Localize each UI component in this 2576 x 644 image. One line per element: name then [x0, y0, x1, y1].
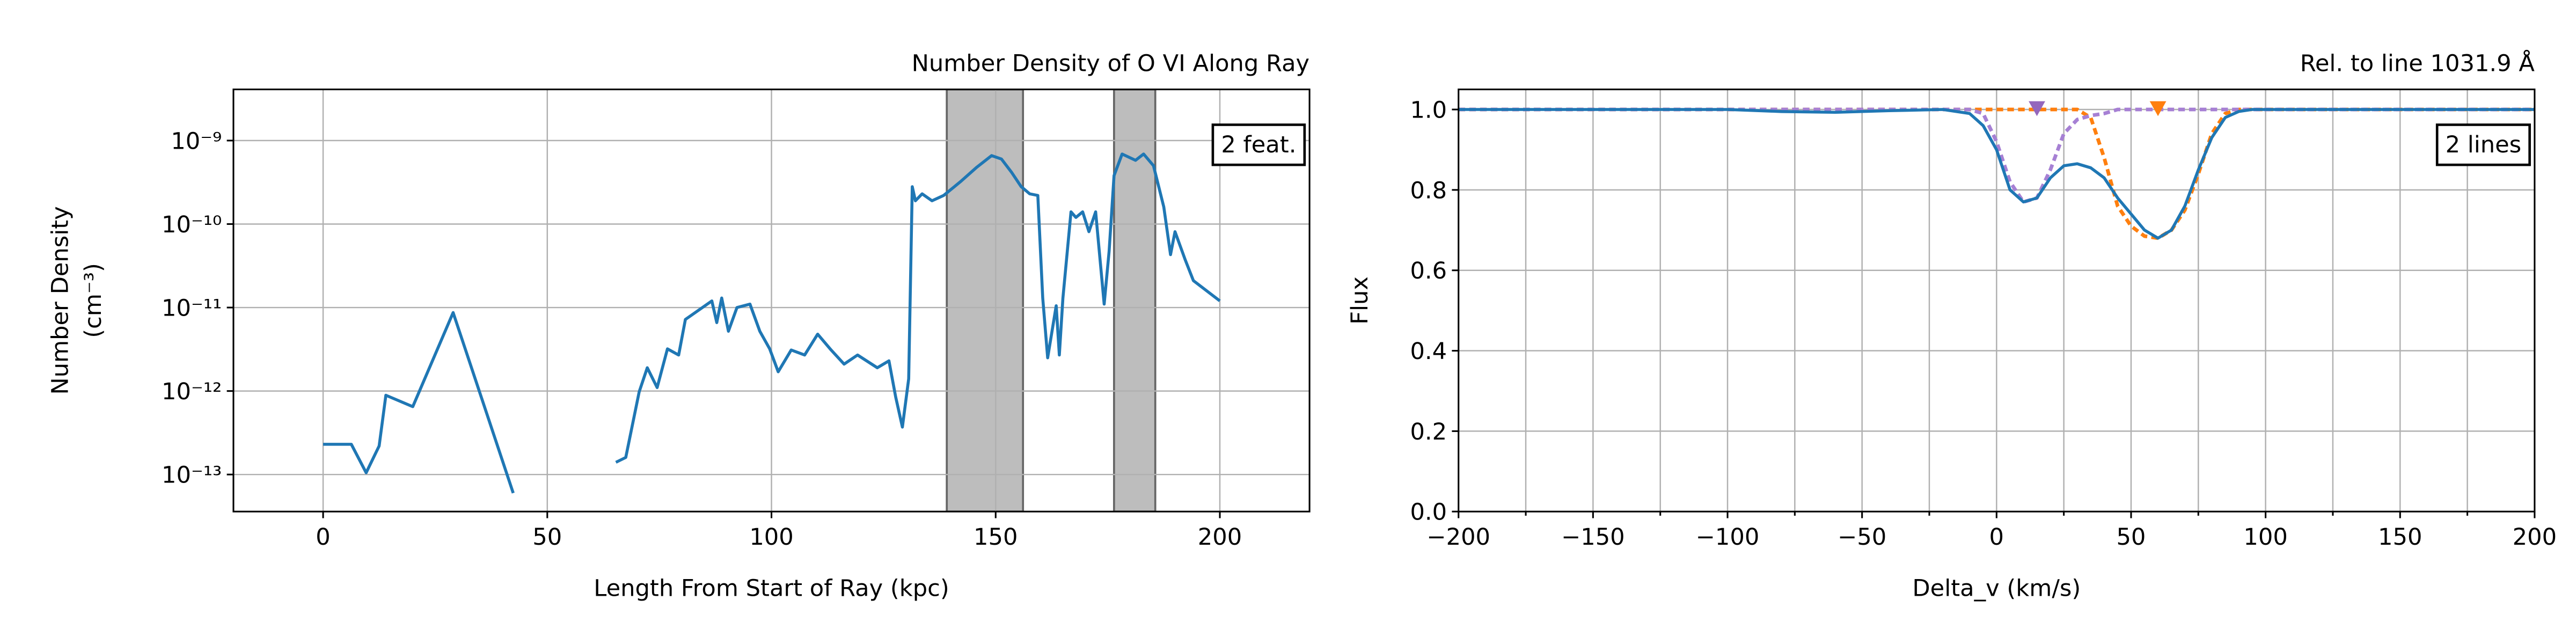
- y-tick-label: 0.8: [1410, 177, 1447, 204]
- y-tick-label: 10⁻¹⁰: [162, 211, 222, 238]
- axes-frame: [232, 89, 1311, 513]
- y-axis-label: Flux: [1346, 276, 1373, 325]
- annotation: 2 lines: [2446, 131, 2522, 158]
- plot-area: [233, 89, 1310, 512]
- y-tick-label: 0.4: [1410, 338, 1447, 365]
- x-tick-label: −50: [1838, 524, 1886, 551]
- x-tick-label: 0: [1989, 524, 2004, 551]
- plot-area: [1458, 89, 2535, 512]
- y-tick-label: 0.6: [1410, 258, 1447, 284]
- x-tick-label: 100: [2243, 524, 2287, 551]
- x-tick-label: −100: [1696, 524, 1760, 551]
- x-tick-label: 200: [1198, 524, 1242, 551]
- x-tick-label: −200: [1426, 524, 1490, 551]
- y-tick-label: 10⁻¹²: [162, 378, 222, 405]
- annotation-box: [1211, 123, 1306, 166]
- x-axis-label: Length From Start of Ray (kpc): [594, 575, 949, 602]
- series-line: [323, 152, 1221, 494]
- y-tick-label: 1.0: [1410, 97, 1447, 123]
- line-marker: [2149, 101, 2167, 116]
- span: [946, 89, 1024, 512]
- x-tick-label: 150: [974, 524, 1018, 551]
- y-axis-label: (cm⁻³): [80, 263, 107, 338]
- span: [1113, 89, 1157, 512]
- chart-title: Rel. to line 1031.9 Å: [2300, 50, 2535, 77]
- x-tick-label: 200: [2513, 524, 2557, 551]
- x-tick-label: 100: [749, 524, 793, 551]
- x-tick-label: −150: [1561, 524, 1625, 551]
- x-axis-label: Delta_v (km/s): [1912, 575, 2081, 602]
- series-line: [1458, 108, 2535, 240]
- y-tick-label: 0.2: [1410, 419, 1447, 445]
- y-tick-label: 10⁻⁹: [171, 128, 222, 155]
- x-tick-label: 150: [2378, 524, 2422, 551]
- annotation: 2 feat.: [1221, 131, 1296, 158]
- x-tick-label: 0: [316, 524, 330, 551]
- annotation-box: [2435, 123, 2531, 166]
- chart-title: Number Density of O VI Along Ray: [912, 50, 1310, 77]
- x-tick-label: 50: [2116, 524, 2146, 551]
- y-axis-label: Number Density: [47, 206, 74, 394]
- axes-frame: [1458, 89, 2536, 513]
- x-tick-label: 50: [532, 524, 562, 551]
- y-tick-label: 10⁻¹³: [162, 462, 222, 489]
- y-tick-label: 0.0: [1410, 499, 1447, 526]
- y-tick-label: 10⁻¹¹: [162, 295, 222, 321]
- line-marker: [2029, 101, 2045, 116]
